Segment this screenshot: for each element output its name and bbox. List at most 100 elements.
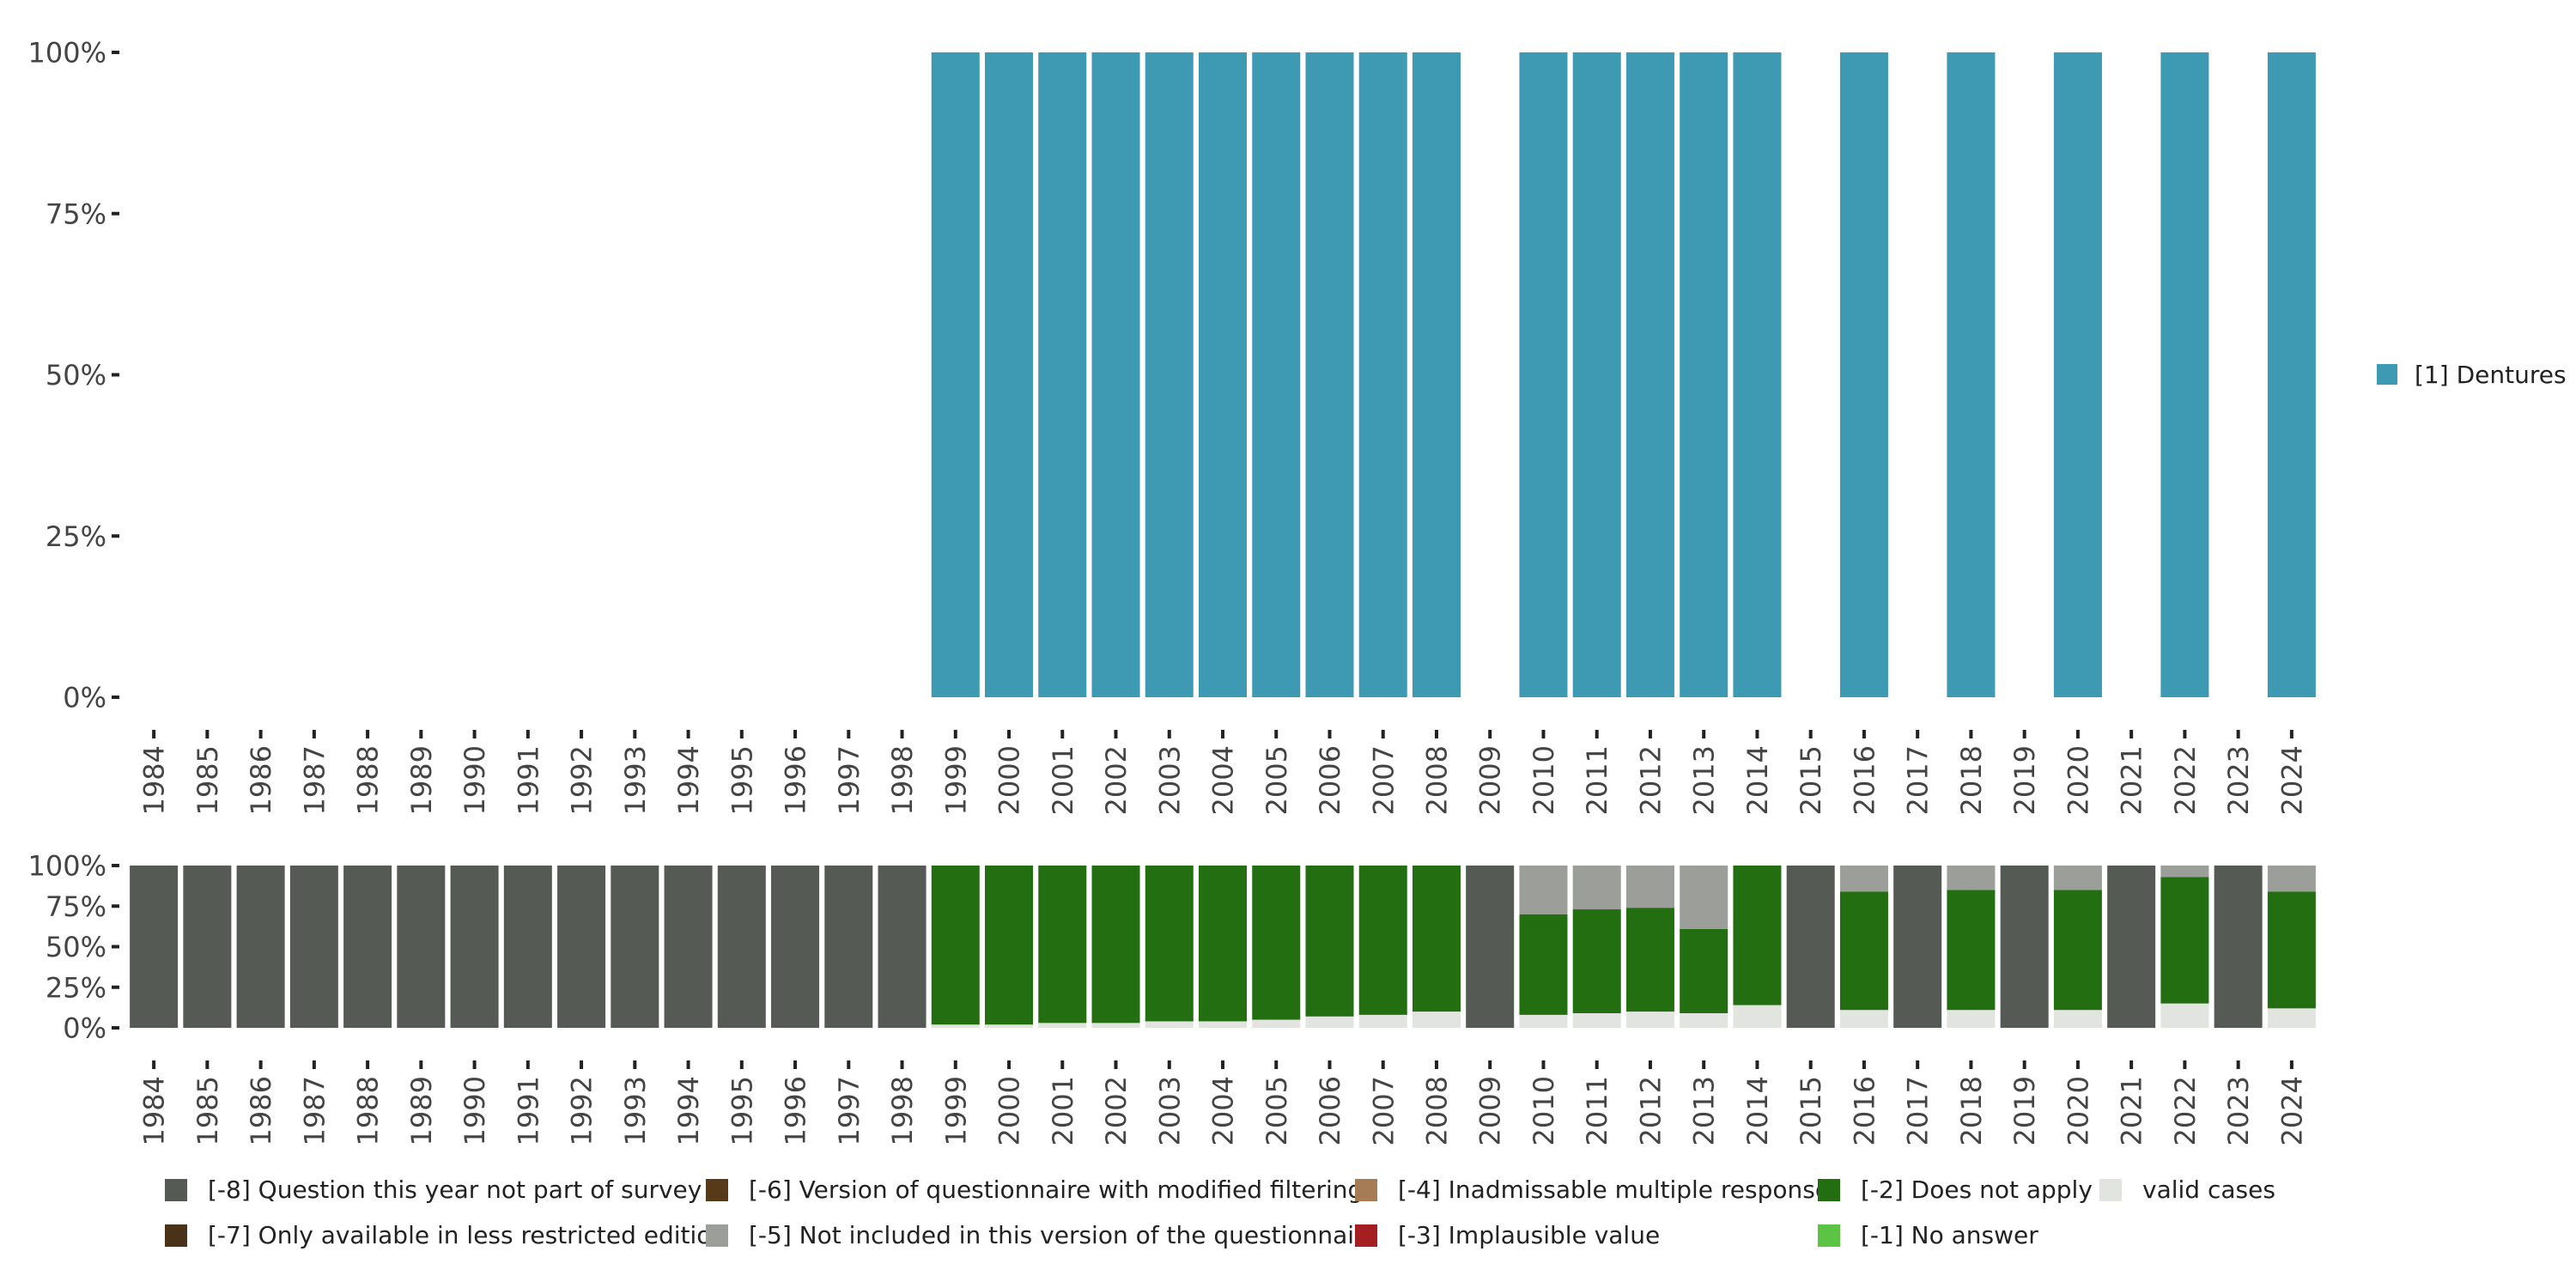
y-tick-label: 50% (46, 359, 106, 392)
y-tick-label: 0% (63, 682, 106, 714)
y-tick-label: 50% (46, 931, 106, 963)
bar-segment (343, 866, 392, 1028)
x-tick-label: 2014 (1741, 1076, 1774, 1145)
bar-segment (2160, 866, 2209, 878)
bar-segment (503, 866, 552, 1028)
legend-label: [-2] Does not apply (1861, 1176, 2093, 1204)
bar-segment (664, 866, 713, 1028)
bar-segment (1252, 52, 1301, 697)
x-tick-label: 2011 (1581, 1076, 1613, 1145)
bar-segment (397, 866, 446, 1028)
legend-swatch (1818, 1224, 1840, 1247)
x-tick-label: 2013 (1688, 1076, 1721, 1145)
legend-swatch (706, 1179, 728, 1201)
bar-segment (1733, 52, 1782, 697)
legend-swatch (1355, 1179, 1377, 1201)
bottom-chart-panel: 0% 25% 50% 75% 100% 1984 1985 1986 1987 1988 1989 1… (28, 850, 2316, 1145)
bar-segment (824, 866, 873, 1028)
bar-segment (1680, 1012, 1728, 1028)
bar-segment (1947, 1010, 1996, 1028)
x-tick-label: 1999 (939, 1076, 972, 1145)
bar-segment (1519, 914, 1568, 1015)
x-tick-label: 2010 (1528, 1076, 1560, 1145)
bar-segment (1680, 52, 1728, 697)
bar-segment (130, 866, 179, 1028)
bar-segment (557, 866, 606, 1028)
legend-label: [-6] Version of questionnaire with modif… (749, 1176, 1363, 1204)
x-tick-label: 2008 (1420, 745, 1453, 815)
x-tick-label: 2018 (1955, 745, 1988, 815)
bar-segment (1412, 1012, 1461, 1028)
x-tick-label: 1986 (245, 1076, 277, 1145)
bar-segment (2267, 1008, 2316, 1028)
x-tick-label: 2015 (1795, 1076, 1827, 1145)
bar-segment (1947, 866, 1996, 890)
x-tick-label: 1992 (566, 1076, 598, 1145)
bar-segment (1145, 1021, 1194, 1028)
bar-segment (1680, 928, 1728, 1013)
bar-segment (1145, 866, 1194, 1022)
x-tick-label: 2004 (1207, 745, 1240, 815)
x-tick-label: 1989 (405, 1076, 438, 1145)
bar-segment (2053, 1010, 2102, 1028)
x-tick-label: 2024 (2275, 1076, 2308, 1145)
legend-label: [-3] Implausible value (1398, 1221, 1660, 1249)
bar-segment (1947, 52, 1996, 697)
x-tick-label: 1994 (672, 745, 705, 815)
x-tick-label: 2021 (2116, 1076, 2148, 1145)
bar-segment (183, 866, 232, 1028)
x-tick-label: 1988 (352, 745, 385, 815)
x-tick-label: 2016 (1848, 745, 1880, 815)
bar-segment (985, 52, 1034, 697)
legend-label: [-8] Question this year not part of surv… (208, 1176, 702, 1204)
x-tick-label: 2012 (1634, 745, 1667, 815)
x-tick-label: 1995 (726, 745, 758, 815)
legend-swatch (1355, 1224, 1377, 1247)
x-tick-label: 1989 (405, 745, 438, 815)
x-tick-label: 1990 (459, 745, 491, 815)
x-tick-label: 2020 (2062, 1076, 2094, 1145)
x-tick-label: 1995 (726, 1076, 758, 1145)
x-tick-label: 1996 (780, 745, 812, 815)
x-tick-label: 2008 (1420, 1076, 1453, 1145)
x-tick-label: 2006 (1314, 1076, 1346, 1145)
x-tick-label: 1996 (780, 1076, 812, 1145)
bar-segment (1305, 1016, 1354, 1028)
bar-segment (1358, 52, 1407, 697)
legend-label: valid cases (2142, 1176, 2275, 1204)
legend-label: [-4] Inadmissable multiple response (1398, 1176, 1830, 1204)
y-tick-label: 75% (46, 197, 106, 230)
x-tick-label: 2017 (1902, 745, 1935, 815)
bar-segment (717, 866, 766, 1028)
legend-swatch (2099, 1179, 2122, 1201)
x-tick-label: 1991 (512, 745, 544, 815)
bar-segment (2267, 52, 2316, 697)
x-tick-label: 2003 (1153, 745, 1186, 815)
legend-swatch (706, 1224, 728, 1247)
x-tick-label: 1990 (459, 1076, 491, 1145)
bar-segment (2000, 866, 2049, 1028)
x-tick-label: 2019 (2008, 1076, 2041, 1145)
bar-segment (2107, 866, 2156, 1028)
bar-segment (1519, 52, 1568, 697)
x-tick-label: 1992 (566, 745, 598, 815)
legend-label: [-7] Only available in less restricted e… (208, 1221, 726, 1249)
x-tick-label: 2023 (2222, 1076, 2255, 1145)
bar-segment (1893, 866, 1942, 1028)
x-tick-label: 2002 (1100, 745, 1133, 815)
bar-segment (1572, 1012, 1621, 1028)
x-tick-label: 1997 (833, 1076, 866, 1145)
bar-segment (2214, 866, 2263, 1028)
bar-segment (1145, 52, 1194, 697)
bar-segment (985, 1024, 1034, 1028)
x-tick-label: 1997 (833, 745, 866, 815)
x-tick-label: 2005 (1261, 745, 1293, 815)
x-tick-label: 2013 (1688, 745, 1721, 815)
bar-segment (1252, 866, 1301, 1020)
bar-segment (611, 866, 659, 1028)
x-tick-label: 2007 (1367, 745, 1400, 815)
x-tick-label: 2020 (2062, 745, 2094, 815)
bar-segment (2160, 52, 2209, 697)
bar-segment (450, 866, 499, 1028)
bar-segment (1038, 52, 1087, 697)
